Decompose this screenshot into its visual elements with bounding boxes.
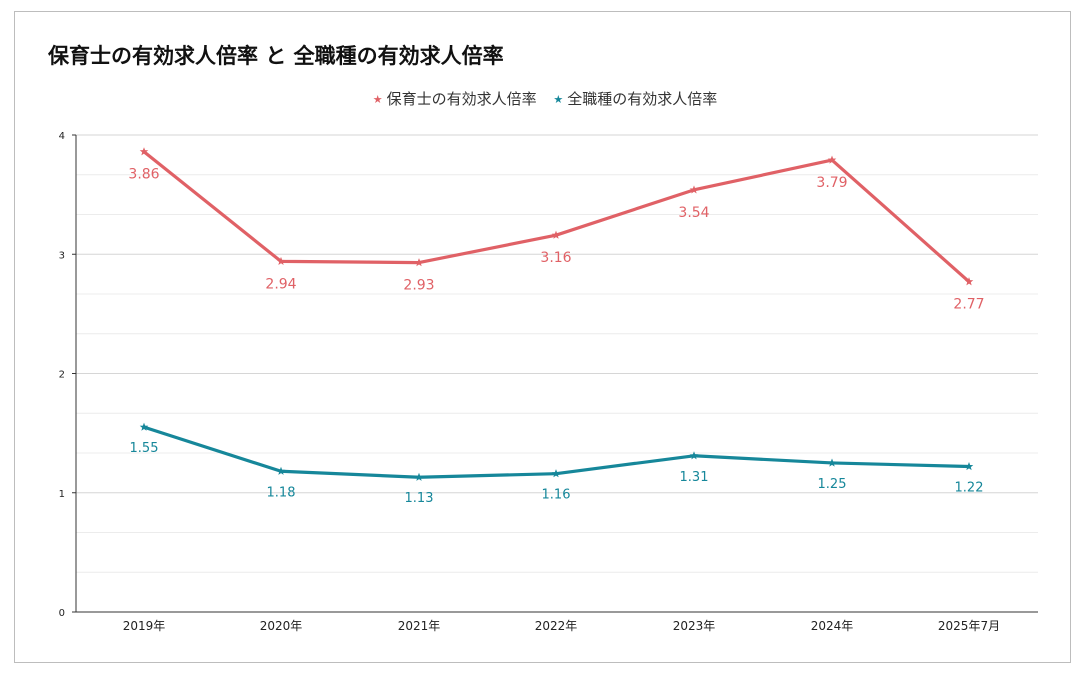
data-point-star-0: [827, 155, 837, 164]
legend-label-all-jobs: 全職種の有効求人倍率: [567, 90, 718, 108]
x-tick-label: 2020年: [260, 619, 303, 633]
data-point-star-0: [551, 230, 561, 239]
legend-star-icon-hoikushi: ★: [372, 93, 383, 106]
y-tick-label: 0: [59, 608, 65, 619]
data-label-1: 1.22: [955, 481, 984, 496]
y-tick-label: 1: [59, 489, 65, 500]
chart-title: 保育士の有効求人倍率 と 全職種の有効求人倍率: [48, 44, 504, 68]
y-tick-label: 4: [59, 131, 65, 142]
data-label-1: 1.25: [818, 477, 847, 492]
chart-legend: ★ 保育士の有効求人倍率 ★ 全職種の有効求人倍率: [0, 88, 1090, 109]
legend-star-icon-all-jobs: ★: [553, 93, 564, 106]
legend-item-hoikushi[interactable]: ★ 保育士の有効求人倍率: [373, 88, 537, 109]
data-point-star-0: [414, 258, 424, 267]
gridlines: [76, 134, 1038, 573]
data-label-1: 1.31: [680, 470, 709, 485]
legend-label-hoikushi: 保育士の有効求人倍率: [386, 90, 537, 108]
data-point-star-1: [827, 458, 837, 467]
axes: 0 1 2 3 4 2019年 2020年 2021年 2022年 2023年 2024年 2025年…: [59, 131, 1038, 633]
data-label-0: 3.79: [816, 175, 847, 191]
data-label-1: 1.13: [405, 491, 434, 506]
data-point-star-0: [964, 277, 974, 286]
data-label-0: 3.86: [128, 167, 159, 183]
data-point-star-1: [276, 466, 286, 475]
data-point-star-0: [139, 147, 149, 156]
data-labels: 3.86 2.94 2.93 3.16 3.54 3.79 2.77 1.55 1.18 1.13…: [128, 167, 984, 507]
data-label-1: 1.55: [130, 441, 159, 456]
x-tick-label: 2019年: [123, 619, 166, 633]
data-point-star-0: [276, 256, 286, 266]
data-point-star-1: [964, 462, 974, 471]
data-label-1: 1.18: [267, 485, 296, 500]
y-tick-label: 3: [59, 250, 65, 261]
data-label-0: 2.93: [403, 278, 434, 294]
data-label-0: 3.16: [540, 250, 571, 266]
x-tick-label: 2023年: [673, 619, 716, 633]
data-point-star-1: [689, 451, 699, 460]
data-label-0: 2.94: [265, 276, 296, 292]
data-point-star-1: [551, 469, 561, 478]
series-lines: [139, 147, 974, 481]
data-point-star-1: [139, 422, 149, 431]
data-point-star-1: [414, 472, 424, 481]
x-tick-label: 2024年: [811, 619, 854, 633]
chart-frame: [14, 11, 1071, 663]
x-tick-label: 2022年: [535, 619, 578, 633]
legend-item-all-jobs[interactable]: ★ 全職種の有効求人倍率: [553, 88, 717, 109]
data-label-1: 1.16: [542, 488, 571, 503]
data-label-0: 3.54: [678, 205, 709, 221]
series-line-1: [142, 425, 971, 479]
x-tick-label: 2025年7月: [938, 619, 1000, 633]
x-tick-label: 2021年: [398, 619, 441, 633]
y-tick-label: 2: [59, 370, 65, 381]
data-point-star-0: [689, 185, 699, 194]
data-label-0: 2.77: [953, 297, 984, 313]
